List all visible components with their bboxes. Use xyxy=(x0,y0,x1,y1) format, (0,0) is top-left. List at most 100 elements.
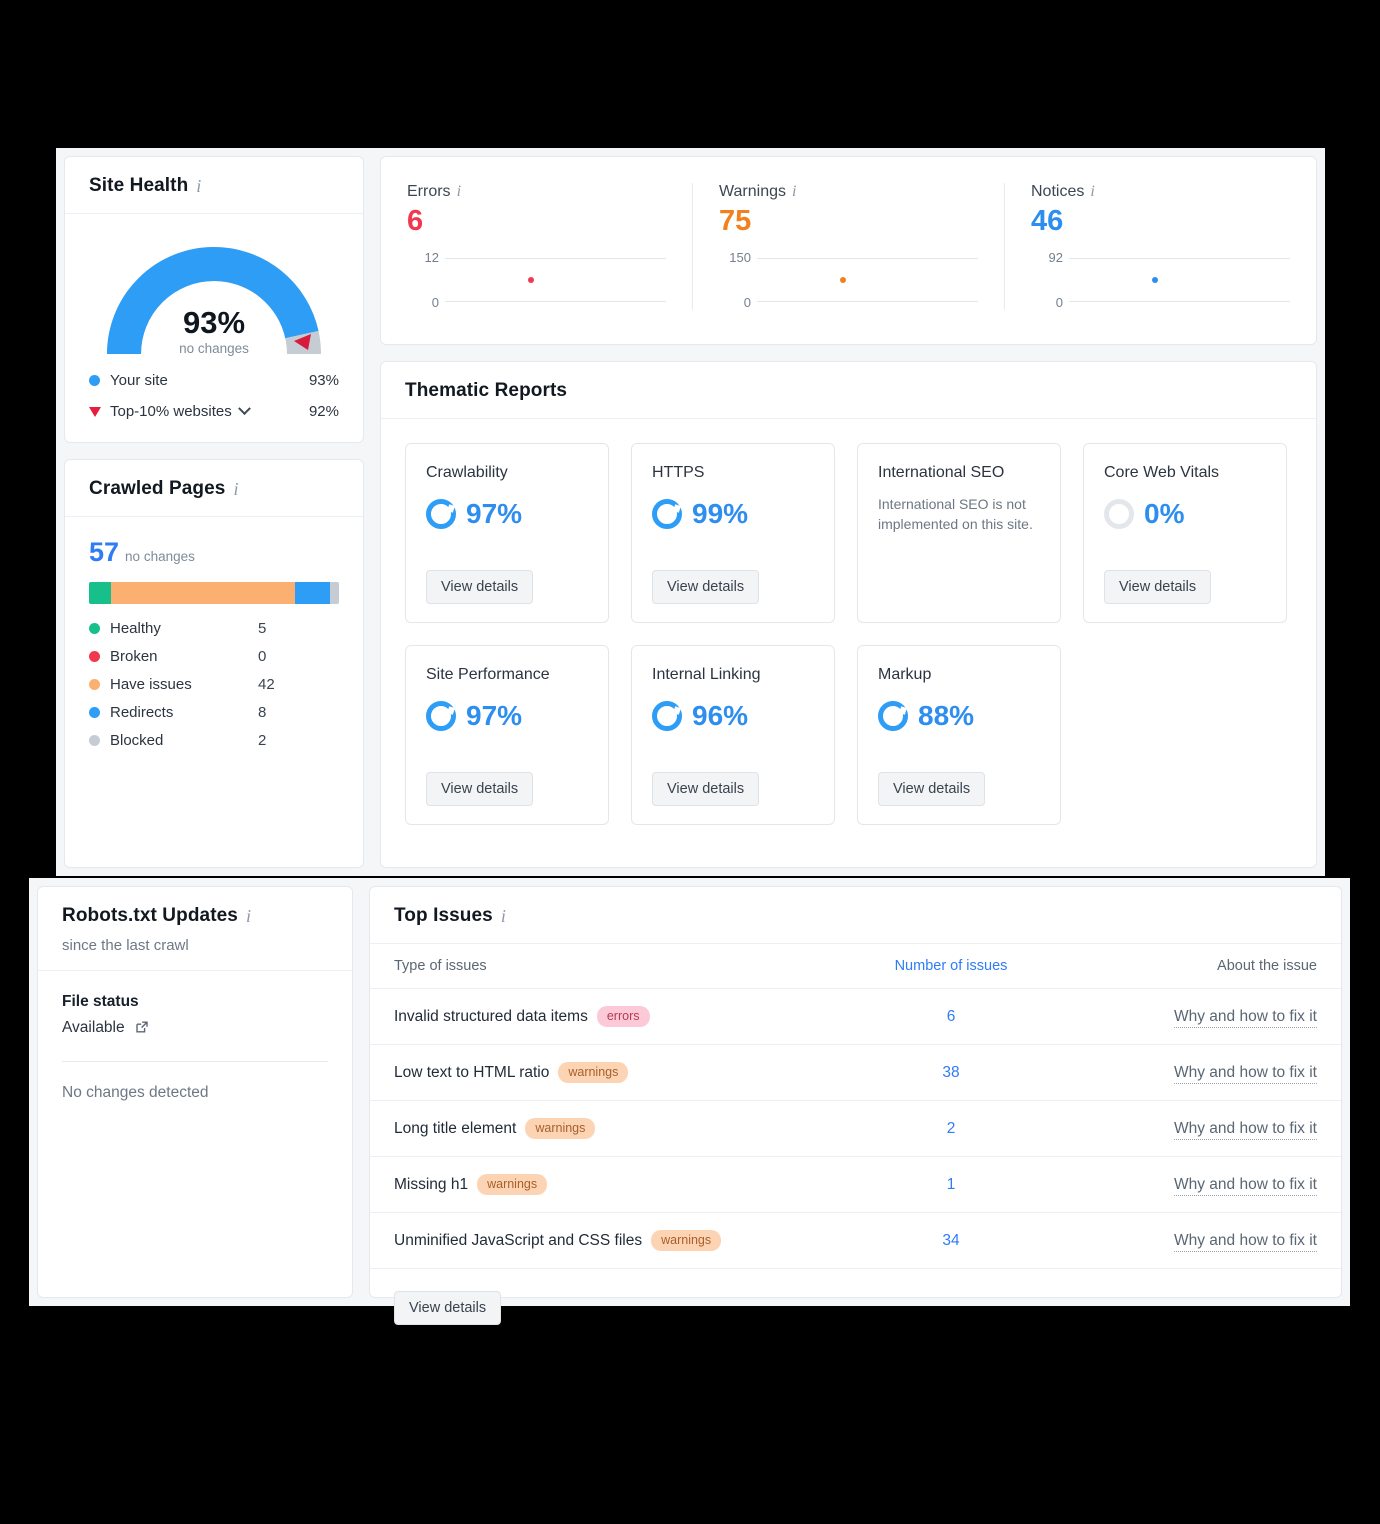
issue-metrics-row: Errors i 6 12 0 Warnings i 75 150 0 Notices i 46 92 0 xyxy=(381,157,1316,344)
axis-tick-min: 0 xyxy=(1055,295,1063,310)
status-badge: warnings xyxy=(651,1230,722,1251)
thematic-percent: 99% xyxy=(692,498,749,529)
view-details-button[interactable]: View details xyxy=(652,772,760,806)
metric-warnings: Warnings i 75 150 0 xyxy=(692,183,1004,310)
table-header-row: Type of issues Number of issues About th… xyxy=(370,944,1341,989)
robots-card: Robots.txt Updates i since the last crawl… xyxy=(37,886,353,1298)
bar-segment-redirects xyxy=(295,582,331,604)
spacer xyxy=(652,732,814,772)
thematic-reports-card: Thematic Reports Crawlability 97% View det… xyxy=(380,361,1317,868)
left-column: Site Health i 93% no changes xyxy=(64,156,364,868)
legend-dot-icon xyxy=(89,375,100,386)
spacer xyxy=(426,732,588,772)
axis-tick-min: 0 xyxy=(431,295,439,310)
crawled-pages-change-note: no changes xyxy=(125,549,195,564)
legend-value: 2 xyxy=(258,732,267,749)
bottom-section: Robots.txt Updates i since the last crawl… xyxy=(29,878,1350,1325)
view-details-button[interactable]: View details xyxy=(426,772,534,806)
info-icon[interactable]: i xyxy=(791,182,797,200)
issue-type-text: Long title element xyxy=(394,1120,517,1137)
top-issues-header: Top Issues i xyxy=(370,887,1341,944)
thematic-score: 88% xyxy=(878,700,1040,732)
info-icon[interactable]: i xyxy=(196,176,202,196)
issue-type-cell: Missing h1 warnings xyxy=(370,1156,821,1213)
thematic-card-title: HTTPS xyxy=(652,464,705,481)
metric-value: 6 xyxy=(407,205,424,237)
fix-it-link[interactable]: Why and how to fix it xyxy=(1173,1007,1317,1028)
file-status-value-row: Available xyxy=(62,1019,328,1039)
legend-label-text: Top-10% websites xyxy=(110,403,232,420)
legend-top10-websites[interactable]: Top-10% websites 92% xyxy=(89,402,339,420)
status-badge: warnings xyxy=(477,1174,548,1195)
progress-ring-icon xyxy=(426,701,456,731)
view-details-button[interactable]: View details xyxy=(426,570,534,604)
crawled-pages-stacked-bar xyxy=(89,582,339,604)
gauge-center-label: 93% no changes xyxy=(98,307,330,356)
view-details-button[interactable]: View details xyxy=(878,772,986,806)
info-icon[interactable]: i xyxy=(500,906,506,926)
site-health-header: Site Health i xyxy=(65,157,363,214)
fix-it-link[interactable]: Why and how to fix it xyxy=(1173,1175,1317,1196)
info-icon[interactable]: i xyxy=(456,182,462,200)
info-icon[interactable]: i xyxy=(1090,182,1095,200)
issue-about-cell: Why and how to fix it xyxy=(1081,1044,1341,1101)
issue-type-cell: Unminified JavaScript and CSS files warni… xyxy=(370,1212,821,1269)
top-section: Site Health i 93% no changes xyxy=(56,148,1325,876)
robots-header: Robots.txt Updates i since the last crawl xyxy=(38,887,352,971)
external-link-icon[interactable] xyxy=(135,1020,149,1039)
table-row: Missing h1 warnings 1 Why and how to fix it xyxy=(370,1156,1341,1213)
file-status-value: Available xyxy=(62,1019,125,1036)
axis-tick-max: 12 xyxy=(424,250,439,265)
info-icon[interactable]: i xyxy=(245,906,251,926)
axis-tick-min: 0 xyxy=(743,295,751,310)
site-health-title: Site Health xyxy=(89,175,189,196)
legend-dot-icon xyxy=(89,735,100,746)
status-badge: warnings xyxy=(558,1062,629,1083)
axis-tick-max: 92 xyxy=(1048,250,1063,265)
issue-count-cell: 6 xyxy=(821,988,1081,1045)
thematic-reports-header: Thematic Reports xyxy=(381,362,1316,419)
thematic-card-title: Site Performance xyxy=(426,666,550,683)
thematic-card-description: International SEO is not implemented on … xyxy=(878,496,1033,533)
thematic-card-markup: Markup 88% View details xyxy=(857,645,1061,825)
fix-it-link[interactable]: Why and how to fix it xyxy=(1173,1231,1317,1252)
gauge-svg xyxy=(107,247,321,355)
thematic-percent: 0% xyxy=(1144,498,1185,529)
top-issues-title: Top Issues xyxy=(394,905,493,926)
metric-label: Errors i xyxy=(407,182,462,200)
view-details-button[interactable]: View details xyxy=(652,570,760,604)
issue-type-text: Low text to HTML ratio xyxy=(394,1064,550,1081)
view-details-button[interactable]: View details xyxy=(1104,570,1212,604)
right-column: Errors i 6 12 0 Warnings i 75 150 0 Notices i 46 92 0 … xyxy=(380,156,1317,868)
site-health-gauge: 93% no changes xyxy=(98,238,330,358)
legend-label: Have issues xyxy=(110,676,192,693)
thematic-percent: 97% xyxy=(466,498,523,529)
view-details-button[interactable]: View details xyxy=(394,1291,502,1325)
site-health-body: 93% no changes Your site 93% Top-10% web… xyxy=(65,214,363,442)
legend-label: Healthy xyxy=(110,620,161,637)
thematic-reports-title: Thematic Reports xyxy=(405,380,568,401)
spacer xyxy=(652,530,814,570)
fix-it-link[interactable]: Why and how to fix it xyxy=(1173,1119,1317,1140)
progress-ring-icon xyxy=(878,701,908,731)
progress-ring-icon xyxy=(1104,499,1134,529)
issue-about-cell: Why and how to fix it xyxy=(1081,988,1341,1045)
fix-it-link[interactable]: Why and how to fix it xyxy=(1173,1063,1317,1084)
thematic-score: 0% xyxy=(1104,498,1266,530)
legend-label: Redirects xyxy=(110,704,174,721)
chevron-down-icon[interactable] xyxy=(237,402,251,416)
info-icon[interactable]: i xyxy=(233,479,239,499)
top-issues-card: Top Issues i Type of issues Number of iss… xyxy=(369,886,1342,1325)
bar-segment-healthy xyxy=(89,582,111,604)
data-point xyxy=(528,277,535,283)
legend-your-site: Your site 93% xyxy=(89,372,339,389)
crawled-legend-item: Blocked 2 xyxy=(89,732,339,749)
legend-label: Your site xyxy=(110,372,168,389)
file-status-label: File status xyxy=(62,993,139,1010)
robots-subtitle: since the last crawl xyxy=(62,937,189,954)
issue-about-cell: Why and how to fix it xyxy=(1081,1156,1341,1213)
thematic-percent: 97% xyxy=(466,700,523,731)
issue-type-cell: Long title element warnings xyxy=(370,1100,821,1157)
data-point xyxy=(1152,277,1159,283)
metric-sparkline: 150 0 xyxy=(719,250,978,310)
